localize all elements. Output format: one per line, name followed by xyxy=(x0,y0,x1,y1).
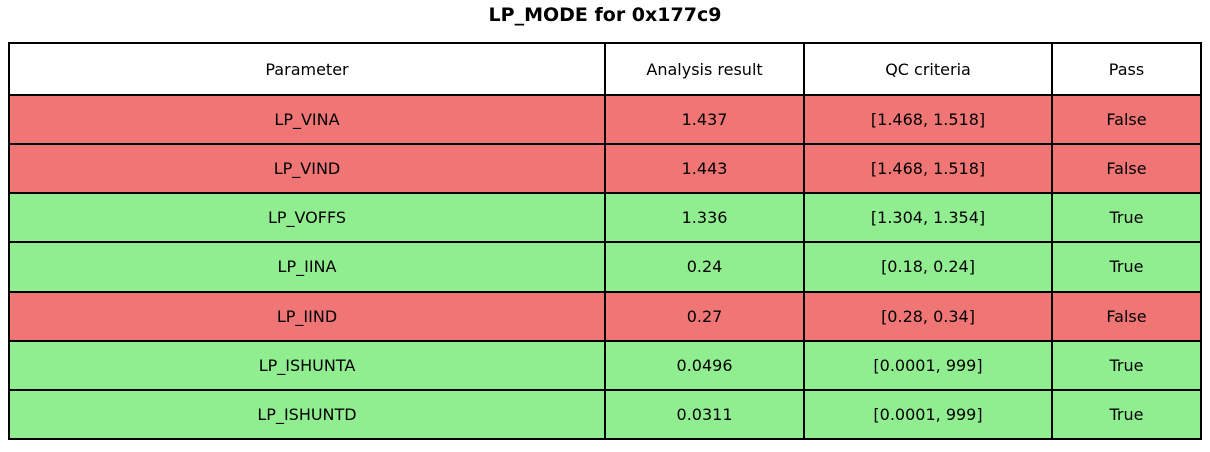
cell-qc-criteria: [0.28, 0.34] xyxy=(803,290,1053,342)
cell-analysis-result: 1.437 xyxy=(603,93,806,146)
cell-pass: True xyxy=(1050,241,1203,293)
cell-parameter: LP_IIND xyxy=(8,290,606,342)
header-row: Parameter Analysis result QC criteria Pa… xyxy=(8,42,1203,96)
cell-pass: True xyxy=(1050,339,1203,391)
cell-qc-criteria: [1.304, 1.354] xyxy=(803,192,1053,244)
cell-qc-criteria: [1.468, 1.518] xyxy=(803,93,1053,146)
cell-parameter: LP_ISHUNTA xyxy=(8,339,606,391)
cell-qc-criteria: [0.0001, 999] xyxy=(803,339,1053,391)
cell-parameter: LP_ISHUNTD xyxy=(8,388,606,441)
chart-title: LP_MODE for 0x177c9 xyxy=(488,4,722,26)
cell-pass: True xyxy=(1050,388,1203,441)
table-row: LP_ISHUNTA 0.0496 [0.0001, 999] True xyxy=(8,339,1203,391)
cell-qc-criteria: [0.18, 0.24] xyxy=(803,241,1053,293)
cell-qc-criteria: [0.0001, 999] xyxy=(803,388,1053,441)
cell-parameter: LP_VOFFS xyxy=(8,192,606,244)
cell-parameter: LP_VIND xyxy=(8,143,606,195)
cell-qc-criteria: [1.468, 1.518] xyxy=(803,143,1053,195)
header-qc-criteria: QC criteria xyxy=(803,42,1053,96)
cell-pass: False xyxy=(1050,290,1203,342)
table-row: LP_VINA 1.437 [1.468, 1.518] False xyxy=(8,93,1203,146)
header-pass: Pass xyxy=(1050,42,1203,96)
cell-analysis-result: 0.24 xyxy=(603,241,806,293)
cell-analysis-result: 0.0311 xyxy=(603,388,806,441)
table-row: LP_ISHUNTD 0.0311 [0.0001, 999] True xyxy=(8,388,1203,441)
cell-analysis-result: 1.336 xyxy=(603,192,806,244)
qc-results-table: Parameter Analysis result QC criteria Pa… xyxy=(8,42,1203,441)
header-analysis-result: Analysis result xyxy=(603,42,806,96)
cell-analysis-result: 0.0496 xyxy=(603,339,806,391)
cell-parameter: LP_IINA xyxy=(8,241,606,293)
table-row: LP_IINA 0.24 [0.18, 0.24] True xyxy=(8,241,1203,293)
table-row: LP_VIND 1.443 [1.468, 1.518] False xyxy=(8,143,1203,195)
cell-pass: True xyxy=(1050,192,1203,244)
table-body: LP_VINA 1.437 [1.468, 1.518] False LP_VI… xyxy=(8,93,1203,441)
table-row: LP_IIND 0.27 [0.28, 0.34] False xyxy=(8,290,1203,342)
cell-parameter: LP_VINA xyxy=(8,93,606,146)
cell-analysis-result: 0.27 xyxy=(603,290,806,342)
table-row: LP_VOFFS 1.336 [1.304, 1.354] True xyxy=(8,192,1203,244)
header-parameter: Parameter xyxy=(8,42,606,96)
table-header: Parameter Analysis result QC criteria Pa… xyxy=(8,42,1203,96)
cell-pass: False xyxy=(1050,93,1203,146)
cell-pass: False xyxy=(1050,143,1203,195)
cell-analysis-result: 1.443 xyxy=(603,143,806,195)
